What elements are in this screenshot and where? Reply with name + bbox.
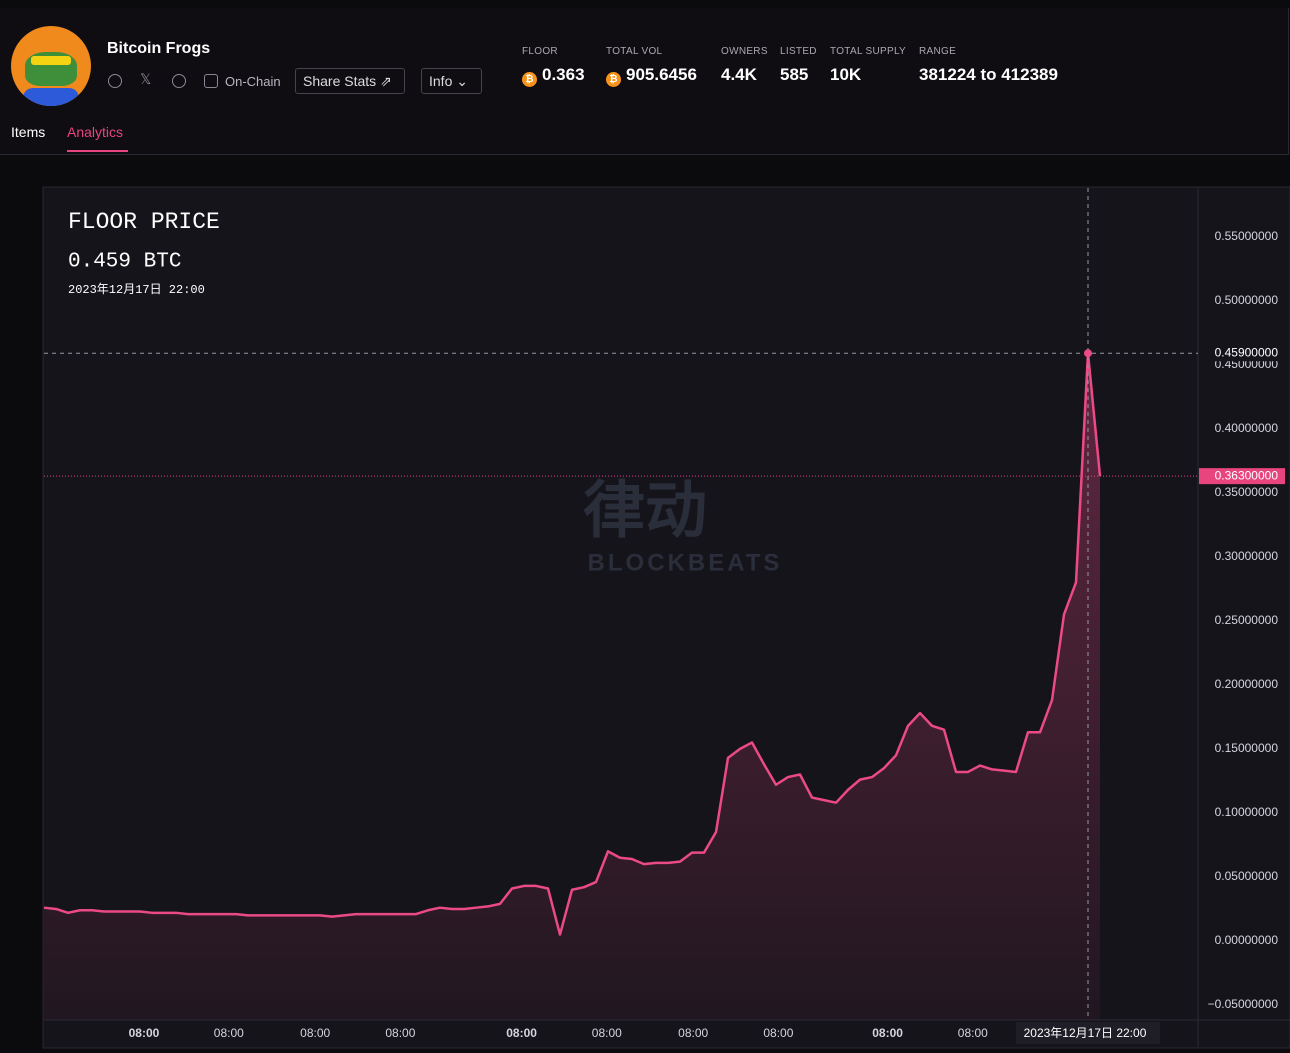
stat-value: ₿ 0.363 bbox=[522, 65, 585, 87]
collection-name: Bitcoin Frogs bbox=[107, 40, 211, 57]
y-tick-label: −0.05000000 bbox=[1208, 997, 1279, 1011]
stat-text: 10K bbox=[830, 65, 862, 84]
x-tick-label: 08:00 bbox=[592, 1026, 622, 1040]
readout: 0.459 BTC bbox=[68, 251, 181, 274]
y-tick-label: 0.55000000 bbox=[1215, 229, 1279, 243]
y-tick-label: 0.25000000 bbox=[1215, 613, 1279, 627]
stat-value: ₿ 905.6456 bbox=[606, 65, 697, 87]
stat-label: TOTAL SUPPLY bbox=[830, 46, 907, 57]
watermark: BLOCKBEATS bbox=[588, 549, 783, 576]
info-button[interactable]: Info ⌄ bbox=[421, 68, 482, 94]
x-tick-label: 08:00 bbox=[129, 1026, 160, 1040]
x-tick-label: 08:00 bbox=[300, 1026, 330, 1040]
y-tick-label: 0.20000000 bbox=[1215, 677, 1279, 691]
crosshair-y-label: 0.45900000 bbox=[1215, 345, 1279, 359]
x-tick-label: 08:00 bbox=[958, 1026, 988, 1040]
crosshair-point bbox=[1084, 349, 1092, 358]
y-tick-label: 0.30000000 bbox=[1215, 549, 1279, 563]
y-tick-label: 0.15000000 bbox=[1215, 741, 1279, 755]
chain-icon bbox=[204, 74, 218, 88]
y-tick-label: 0.00000000 bbox=[1215, 933, 1279, 947]
stat-value: 381224 to 412389 bbox=[919, 65, 1058, 85]
x-tick-label: 08:00 bbox=[385, 1026, 415, 1040]
crosshair-x-label: 2023年12月17日 22:00 bbox=[1024, 1026, 1147, 1040]
y-tick-label: 0.35000000 bbox=[1215, 485, 1279, 499]
x-tick-label: 08:00 bbox=[506, 1026, 537, 1040]
crosshair-y-tag bbox=[1199, 345, 1285, 362]
x-icon[interactable]: 𝕏 bbox=[140, 71, 152, 87]
x-tick-label: 08:00 bbox=[214, 1026, 244, 1040]
y-tick-label: 0.40000000 bbox=[1215, 421, 1279, 435]
y-tick-label: 0.10000000 bbox=[1215, 805, 1279, 819]
stat-label: RANGE bbox=[919, 46, 957, 57]
watermark: 律动 bbox=[583, 476, 707, 545]
current-price-tag bbox=[1199, 468, 1285, 485]
x-tick-label: 08:00 bbox=[872, 1026, 903, 1040]
discord-icon[interactable] bbox=[108, 74, 122, 88]
header: Bitcoin Frogs 𝕏 On-Chain Share Stats ⇗ I… bbox=[0, 8, 1289, 155]
stat-value: 4.4K bbox=[721, 65, 757, 85]
btc-icon: ₿ bbox=[522, 72, 537, 87]
share-label: Share Stats bbox=[303, 73, 377, 89]
info-label: Info bbox=[429, 73, 453, 89]
stat-text: 381224 to 412389 bbox=[919, 65, 1058, 84]
chart-title: FLOOR PRICE bbox=[68, 209, 220, 235]
web-icon[interactable] bbox=[172, 74, 186, 88]
stat-text: 4.4K bbox=[721, 65, 757, 84]
x-tick-label: 08:00 bbox=[763, 1026, 793, 1040]
area-fill bbox=[44, 353, 1100, 1020]
btc-icon: ₿ bbox=[606, 72, 621, 87]
y-tick-label: 0.50000000 bbox=[1215, 293, 1279, 307]
stat-value: 10K bbox=[830, 65, 861, 85]
x-tick-label: 08:00 bbox=[678, 1026, 708, 1040]
price-line bbox=[43, 351, 1102, 936]
on-chain[interactable]: On-Chain bbox=[225, 74, 281, 89]
stat-label: OWNERS bbox=[721, 46, 768, 57]
crosshair-x-tag bbox=[1016, 1022, 1160, 1044]
current-price-label: 0.36300000 bbox=[1215, 468, 1279, 482]
share-button[interactable]: Share Stats ⇗ bbox=[295, 68, 405, 94]
tab[interactable]: Items bbox=[11, 124, 46, 140]
stat-value: 585 bbox=[780, 65, 808, 85]
stat-text: 585 bbox=[780, 65, 809, 84]
tab-underline bbox=[67, 150, 128, 152]
y-tick-label: 0.05000000 bbox=[1215, 869, 1279, 883]
avatar bbox=[11, 26, 91, 106]
stat-label: LISTED bbox=[780, 46, 817, 57]
stat-text: 905.6456 bbox=[626, 65, 697, 84]
stat-label: TOTAL VOL bbox=[606, 46, 663, 57]
stat-text: 0.363 bbox=[542, 65, 585, 84]
tab-active[interactable]: Analytics bbox=[67, 124, 124, 140]
stat-label: FLOOR bbox=[522, 46, 558, 57]
readout-time: 2023年12月17日 22:00 bbox=[68, 282, 205, 297]
